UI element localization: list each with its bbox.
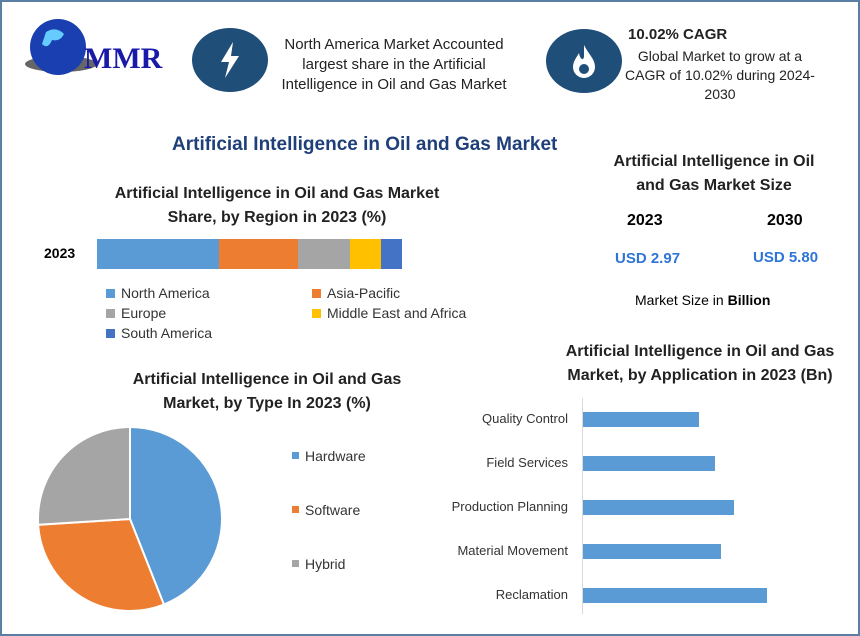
region-segment-1 [219, 239, 299, 269]
legend-label: Software [305, 502, 361, 518]
globe-icon [25, 19, 97, 75]
legend-label: Hardware [305, 448, 366, 464]
type-legend: Hardware Software Hybrid [292, 448, 366, 610]
legend-label: Asia-Pacific [327, 285, 401, 301]
category-label: Production Planning [451, 499, 568, 514]
legend-swatch [312, 308, 321, 318]
legend-swatch [292, 560, 299, 567]
highlight-north-america: North America Market Accounted largest s… [281, 36, 507, 93]
year-2023: 2023 [627, 212, 663, 229]
note-prefix: Market Size in [635, 292, 728, 308]
legend-item: North America [106, 285, 312, 301]
region-legend: North America Asia-Pacific Europe Middle Ea… [106, 285, 506, 341]
legend-label: Middle East and Africa [327, 305, 467, 321]
legend-swatch [292, 506, 299, 513]
type-chart-title: Artificial Intelligence in Oil and Gas M… [132, 371, 402, 412]
application-chart-title: Artificial Intelligence in Oil and Gas M… [565, 343, 835, 384]
legend-item: South America [106, 325, 312, 341]
pie-slice-software [37, 517, 166, 612]
category-label: Reclamation [495, 587, 568, 602]
legend-item: Asia-Pacific [312, 285, 512, 301]
region-segment-2 [298, 239, 351, 269]
pie-slice-hybrid [37, 425, 131, 526]
legend-swatch [106, 308, 115, 318]
region-segment-0 [97, 239, 219, 269]
market-size-note: Market Size in Billion [635, 292, 770, 308]
legend-label: Europe [121, 305, 167, 321]
legend-swatch [292, 452, 299, 459]
legend-label: North America [121, 285, 210, 301]
type-pie-chart [37, 425, 223, 612]
bar-production-planning [583, 500, 734, 515]
application-bar-chart: Quality Control Field Services Production … [422, 398, 852, 614]
lightning-icon [192, 28, 268, 92]
legend-swatch [106, 288, 115, 298]
region-category: 2023 [44, 245, 76, 261]
value-2023: USD 2.97 [615, 250, 681, 267]
legend-item: Hybrid [292, 556, 366, 610]
legend-item: Software [292, 502, 366, 556]
bar-field-services [583, 456, 716, 471]
bar-material-movement [583, 544, 721, 559]
region-chart-title: Artificial Intelligence in Oil and Gas M… [114, 185, 440, 226]
legend-item: Middle East and Africa [312, 305, 512, 321]
category-label: Quality Control [482, 411, 568, 426]
value-2030: USD 5.80 [753, 249, 819, 266]
legend-label: Hybrid [305, 556, 346, 572]
year-2030: 2030 [767, 212, 803, 229]
main-title: Artificial Intelligence in Oil and Gas M… [172, 134, 558, 155]
legend-item: Europe [106, 305, 312, 321]
application-axis [582, 398, 583, 614]
note-unit: Billion [727, 292, 771, 308]
cagr-text: Global Market to grow at a CAGR of 10.02… [625, 48, 815, 102]
category-label: Field Services [486, 455, 568, 470]
flame-icon [546, 29, 622, 93]
region-segment-4 [380, 239, 402, 269]
category-label: Material Movement [457, 543, 568, 558]
legend-label: South America [121, 325, 213, 341]
legend-swatch [106, 328, 115, 338]
region-stacked-bar [97, 239, 402, 269]
legend-item: Hardware [292, 448, 366, 502]
bar-reclamation [583, 588, 767, 603]
mmr-logo: MMR [16, 12, 176, 82]
region-segment-3 [350, 239, 381, 269]
legend-swatch [312, 288, 321, 298]
market-size-title: Artificial Intelligence in Oil and Gas M… [613, 153, 815, 194]
pie-slice-hardware [129, 425, 223, 606]
logo-text: MMR [84, 42, 163, 75]
cagr-title: 10.02% CAGR [628, 26, 728, 43]
bar-quality-control [583, 412, 699, 427]
